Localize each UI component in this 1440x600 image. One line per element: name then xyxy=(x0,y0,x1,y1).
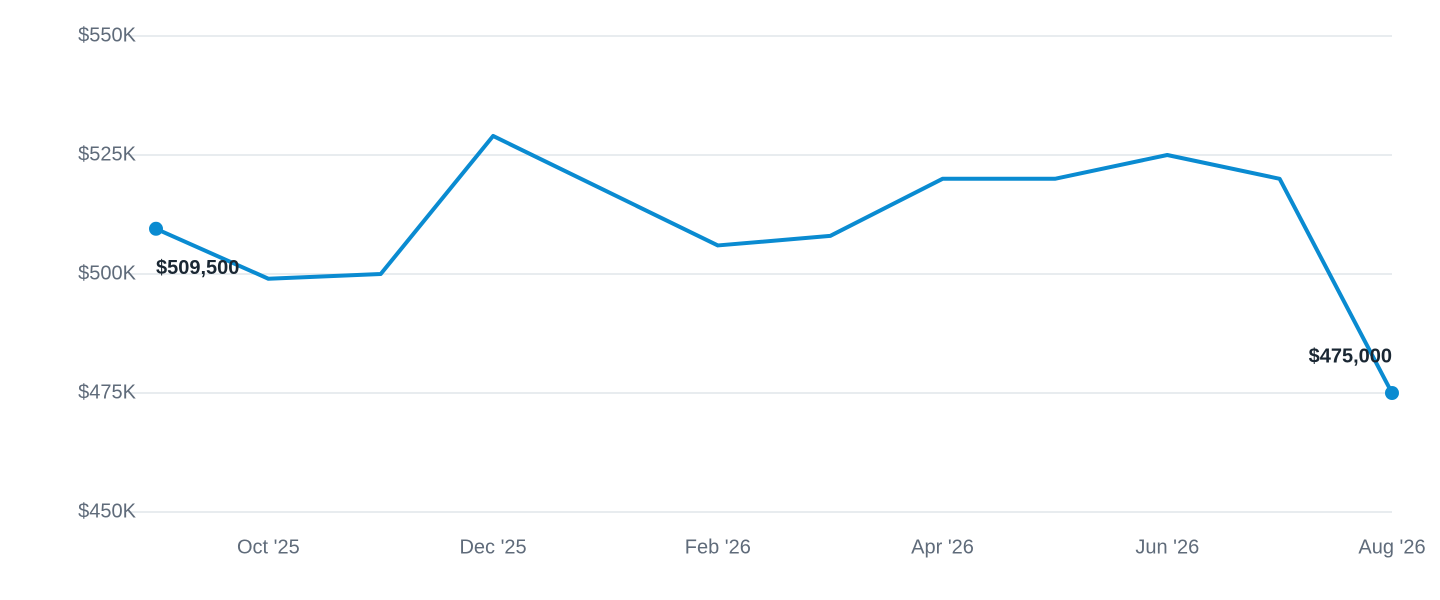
value-label: $475,000 xyxy=(1309,345,1392,367)
line xyxy=(155,133,1394,394)
y-tick-label: $450K xyxy=(78,500,136,522)
x-tick-label: Oct '25 xyxy=(237,536,300,558)
y-tick-label: $475K xyxy=(78,381,136,403)
y-tick-label: $525K xyxy=(78,143,136,165)
x-tick-label: Feb '26 xyxy=(685,536,751,558)
x-tick-label: Aug '26 xyxy=(1358,536,1425,558)
x-tick-label: Jun '26 xyxy=(1135,536,1199,558)
y-tick-label: $500K xyxy=(78,262,136,284)
y-tick-label: $550K xyxy=(78,24,136,46)
x-tick-label: Dec '25 xyxy=(459,536,526,558)
x-tick-label: Apr '26 xyxy=(911,536,974,558)
value-label: $509,500 xyxy=(156,257,239,279)
point-marker xyxy=(1385,386,1399,400)
point-marker xyxy=(149,221,163,236)
